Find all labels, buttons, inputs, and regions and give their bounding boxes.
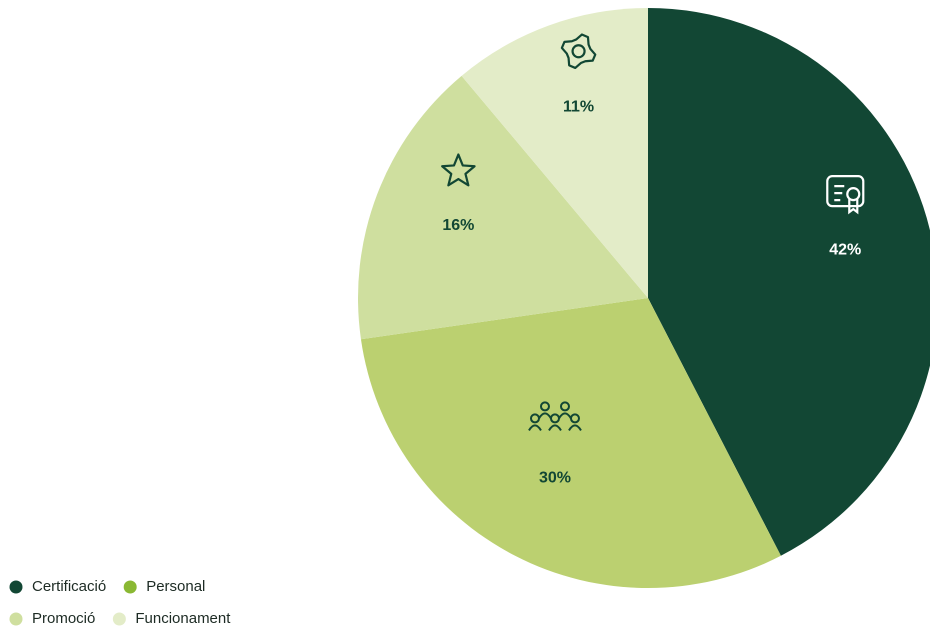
- icon-part: [441, 153, 476, 187]
- legend-swatch: [9, 580, 23, 594]
- data-label: 42%: [829, 241, 861, 258]
- legend-swatch: [9, 612, 23, 626]
- slice-icon: [441, 153, 476, 187]
- legend-swatch: [123, 580, 137, 594]
- data-label: 16%: [442, 217, 474, 234]
- slice-icon: [560, 33, 597, 70]
- pie-slice: [461, 8, 648, 298]
- pie-slice: [358, 75, 648, 340]
- legend-label: Funcionament: [135, 610, 231, 627]
- slice-icon: [528, 401, 582, 431]
- icon-part: [569, 413, 580, 424]
- data-label: 30%: [539, 470, 571, 487]
- icon-part: [826, 175, 865, 208]
- icon-part: [560, 33, 597, 70]
- legend-label: Promoció: [32, 610, 95, 627]
- data-label: 11%: [563, 98, 594, 115]
- icon-part: [528, 424, 542, 431]
- icon-part: [848, 199, 859, 215]
- legend-swatch: [112, 612, 126, 626]
- icon-part: [571, 44, 586, 59]
- icon-part: [548, 424, 562, 431]
- icon-part: [549, 413, 560, 424]
- icon-part: [558, 412, 572, 419]
- legend-label: Personal: [146, 578, 205, 595]
- icon-part: [834, 185, 845, 202]
- icon-part: [529, 413, 540, 424]
- legend-label: Certificació: [32, 578, 106, 595]
- icon-part: [539, 401, 550, 412]
- slice-icon: [826, 175, 865, 215]
- icon-part: [568, 424, 582, 431]
- icon-part: [538, 412, 552, 419]
- icon-part: [846, 187, 861, 202]
- pie-slice: [360, 298, 781, 588]
- icon-part: [559, 401, 570, 412]
- pie-slice: [648, 8, 930, 556]
